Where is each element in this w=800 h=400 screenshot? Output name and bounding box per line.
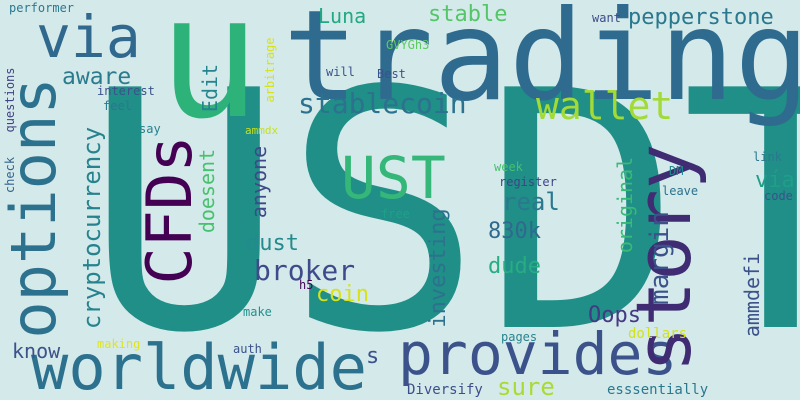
word-original: original: [613, 156, 637, 254]
word-s: s: [366, 344, 380, 369]
word-free: free: [381, 207, 410, 221]
word-make: make: [243, 305, 272, 319]
word-830k: 830k: [488, 219, 541, 244]
word-via-accent: vía: [755, 168, 795, 193]
word-h5: h5: [299, 278, 314, 292]
word-worldwide: worldwide: [31, 331, 367, 400]
word-pages: pages: [501, 330, 538, 344]
word-dust: dust: [246, 231, 299, 256]
word-leave: leave: [662, 184, 699, 198]
word-u: u: [158, 0, 261, 157]
word-stablecoin: stablecoin: [298, 87, 467, 120]
word-anyone: anyone: [247, 145, 271, 219]
word-best: Best: [377, 67, 406, 81]
word-trading: trading: [283, 0, 800, 129]
word-know: know: [12, 339, 61, 363]
word-doesent: doesent: [195, 148, 219, 234]
word-oops: Oops: [588, 303, 641, 328]
word-say: say: [139, 122, 161, 136]
word-link: link: [753, 150, 782, 164]
word-making: making: [97, 337, 141, 351]
word-stable: stable: [428, 2, 508, 27]
word-coin: coin: [316, 282, 369, 307]
word-diversify: Diversify: [407, 382, 483, 398]
word-ammdefi: ammdefi: [740, 252, 764, 338]
word-provides: provides: [398, 320, 678, 388]
word-via: via: [36, 3, 141, 71]
word-code: code: [764, 189, 793, 203]
word-gvygh3: GVYGh3: [386, 38, 430, 52]
word-dude: dude: [488, 254, 541, 279]
word-margin: margin: [645, 211, 675, 305]
word-feel: feel: [103, 99, 132, 113]
word-register: register: [499, 175, 557, 189]
word-cryptocurrency: cryptocurrency: [78, 126, 106, 330]
word-dm: DM: [669, 164, 684, 178]
word-real: real: [502, 188, 560, 216]
word-sure: sure: [497, 373, 555, 400]
word-check: check: [3, 156, 17, 194]
word-dollars: dollars: [628, 326, 688, 342]
word-pepperstone: pepperstone: [628, 5, 774, 30]
word-edit: Edit: [198, 63, 222, 113]
word-usdt: USDT: [85, 21, 800, 400]
word-cfds: CFDs: [133, 135, 206, 285]
word-esssentially: esssentially: [607, 382, 709, 398]
word-interest: interest: [97, 84, 155, 98]
word-broker: broker: [254, 254, 356, 287]
word-auth: auth: [233, 342, 262, 356]
word-aware: aware: [62, 64, 132, 90]
word-performer: performer: [9, 1, 75, 15]
word-arbitrage: arbitrage: [263, 37, 277, 103]
word-investing: investing: [426, 208, 451, 328]
word-will: will: [326, 65, 355, 79]
word-ammdx: ammdx: [245, 124, 279, 137]
word-ust: UST: [341, 144, 446, 212]
word-week: week: [494, 160, 523, 174]
word-want: want: [592, 11, 621, 25]
word-questions: questions: [3, 67, 17, 133]
word-luna: Luna: [318, 4, 367, 28]
word-wallet: wallet: [536, 84, 674, 128]
